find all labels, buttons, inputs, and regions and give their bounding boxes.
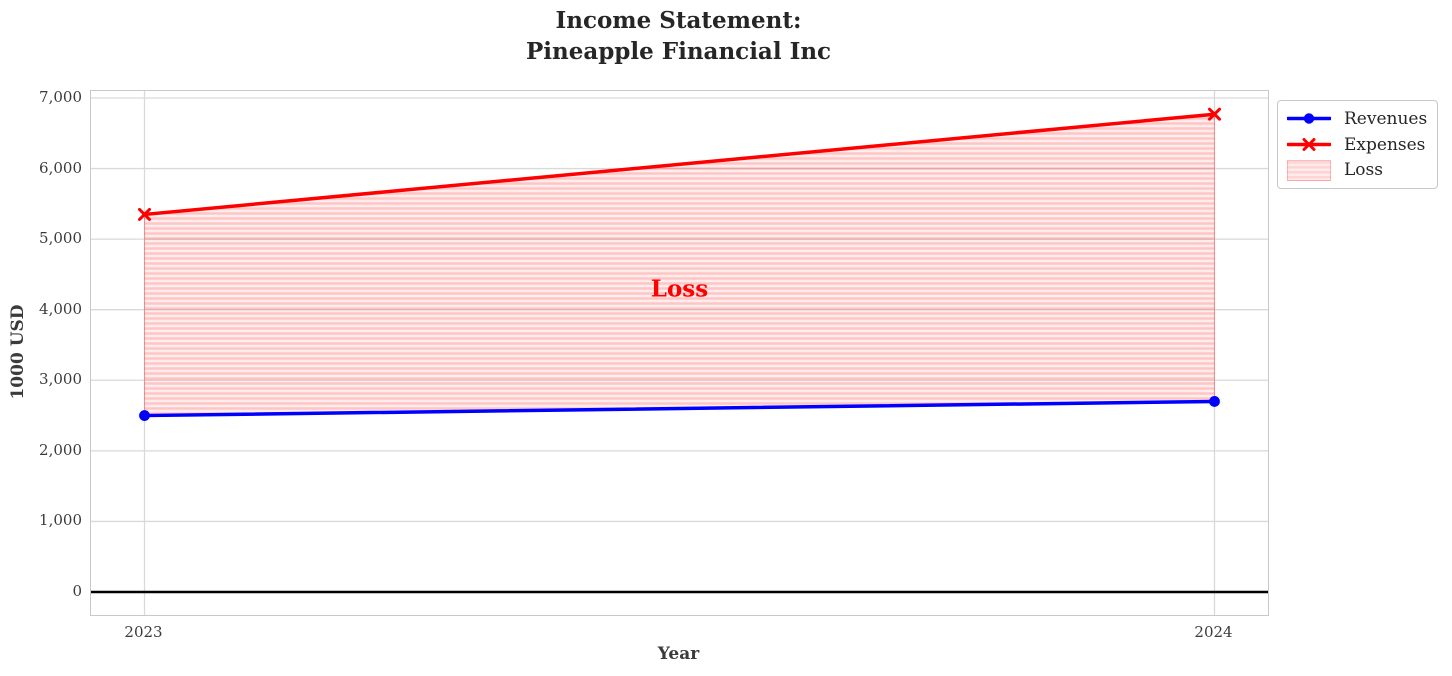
revenues-line-circle-icon	[1287, 108, 1331, 129]
legend-item-revenues: Revenues	[1287, 106, 1428, 132]
plot-area: Loss	[90, 90, 1269, 616]
y-tick-label: 5,000	[39, 229, 82, 248]
loss-annotation: Loss	[650, 275, 709, 303]
chart-title: Income Statement: Pineapple Financial In…	[90, 5, 1267, 67]
x-tick-label: 2023	[124, 623, 163, 641]
y-tick-label: 1,000	[39, 511, 82, 530]
y-tick-label: 4,000	[39, 299, 82, 318]
y-tick-label: 3,000	[39, 370, 82, 389]
chart-title-line1: Income Statement:	[555, 7, 802, 34]
legend-label-expenses: Expenses	[1344, 134, 1426, 155]
legend-label-revenues: Revenues	[1344, 108, 1428, 129]
x-tick-label: 2024	[1194, 623, 1233, 641]
y-tick-label: 2,000	[39, 440, 82, 459]
expenses-line-x-icon	[1287, 134, 1331, 155]
y-tick-label: 6,000	[39, 158, 82, 177]
chart-title-line2: Pineapple Financial Inc	[525, 38, 832, 65]
chart-canvas	[91, 91, 1268, 615]
legend-label-loss: Loss	[1344, 160, 1383, 181]
y-tick-label: 0	[72, 581, 82, 600]
legend-item-loss: Loss	[1287, 157, 1428, 183]
legend: Revenues Expenses Loss	[1277, 100, 1438, 189]
loss-hatch-patch-icon	[1287, 159, 1331, 181]
legend-item-expenses: Expenses	[1287, 132, 1428, 158]
x-axis-label: Year	[657, 644, 700, 664]
y-tick-label: 7,000	[39, 87, 82, 106]
